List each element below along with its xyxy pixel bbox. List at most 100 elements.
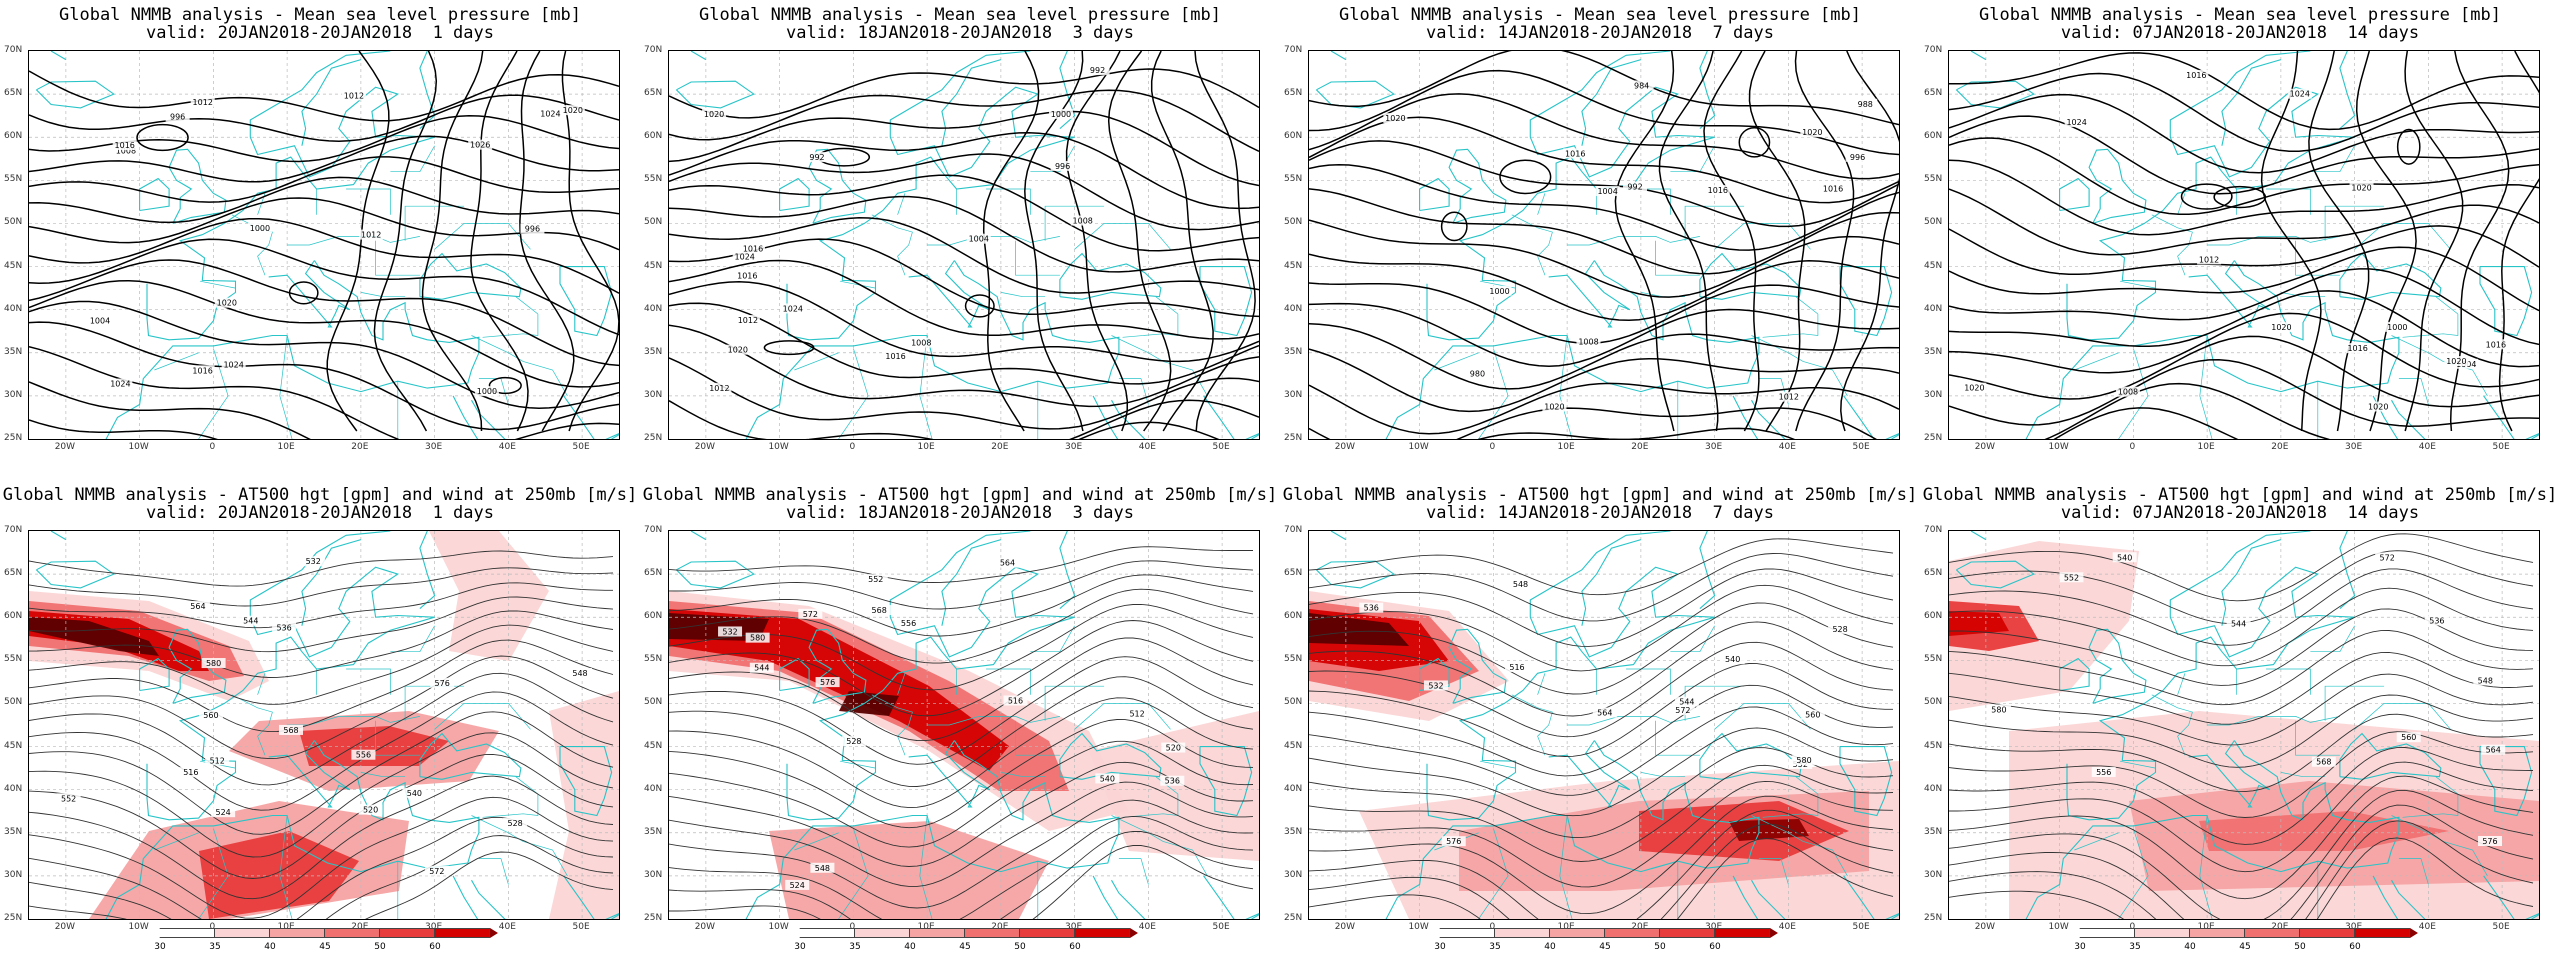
panel-title: Global NMMB analysis - AT500 hgt [gpm] a… [1282, 485, 1918, 505]
colorbar-tick-label: 60 [429, 942, 441, 952]
isobar [1309, 51, 1899, 126]
isobar [1949, 225, 2539, 276]
contour-label-bg [2481, 744, 2506, 755]
isobar [1078, 421, 1220, 439]
contour-label: 1012 [193, 98, 213, 107]
colorbar-tick-label: 30 [2074, 942, 2086, 952]
height-contour [669, 574, 1254, 637]
colorbar-tick-label: 40 [264, 942, 276, 952]
contour-label-bg [815, 677, 840, 688]
contour-label: 1020 [1385, 114, 1405, 123]
coastline [2088, 628, 2147, 704]
height-contour [669, 588, 1254, 664]
contour-label-bg [718, 626, 743, 637]
contour-label: 1012 [738, 316, 758, 325]
height-contour [1949, 630, 2534, 706]
height-contour [29, 610, 614, 678]
country-border [2151, 214, 2193, 276]
contour-label: 512 [210, 756, 225, 765]
longitude-tick-label: 0 [2129, 922, 2136, 932]
panel-valid-period: valid: 14JAN2018-20JAN2018 7 days [1426, 23, 1774, 43]
contour-label: 556 [901, 619, 916, 628]
isobar [1738, 126, 1771, 158]
isobar [1194, 51, 1256, 432]
country-border [2266, 188, 2311, 215]
contour-label: 1020 [563, 106, 583, 115]
country-border [360, 772, 406, 778]
coastline [2483, 395, 2539, 439]
contour-label-bg [301, 556, 326, 567]
contour-label: 536 [2429, 616, 2444, 625]
country-border [1074, 703, 1171, 730]
isobar [1949, 188, 2539, 256]
panel-valid-period: valid: 07JAN2018-20JAN2018 14 days [2060, 23, 2420, 43]
coastline [1385, 260, 1760, 439]
coastline [2339, 732, 2442, 780]
coastline [2221, 539, 2282, 626]
contour-label: 536 [1165, 777, 1180, 786]
country-border [360, 292, 406, 298]
contour-label-bg [1705, 185, 1730, 196]
height-contour [669, 830, 1254, 919]
map-panel-mslp-0: Global NMMB analysis - Mean sea level pr… [0, 0, 640, 480]
coastline [1330, 51, 1347, 61]
panel-title: Global NMMB analysis - AT500 hgt [gpm] a… [1922, 485, 2558, 505]
contour-label: 1024 [223, 360, 243, 369]
longitude-tick-label: 30E [1065, 922, 1083, 932]
country-border [2199, 815, 2213, 919]
colorbar-swatch [324, 928, 380, 938]
longitude-tick-label: 10W [2048, 922, 2069, 932]
coastline [419, 252, 522, 300]
country-border [2207, 716, 2340, 726]
latitude-tick-label: 50N [644, 217, 663, 228]
map-panel-hgt-0: Global NMMB analysis - AT500 hgt [gpm] a… [0, 480, 640, 960]
longitude-tick-label: 10E [277, 442, 295, 452]
contour-label: 996 [170, 113, 185, 122]
contour-label: 1016 [1823, 184, 1843, 193]
contour-label: 1012 [2199, 255, 2219, 264]
contour-label: 572 [1675, 706, 1690, 715]
latitude-tick-label: 70N [1284, 45, 1303, 55]
contour-label-bg [1623, 181, 1648, 192]
contour-label-bg [1383, 113, 1408, 124]
colorbar-swatch [214, 928, 270, 938]
isobar [669, 324, 1259, 408]
coastline [2059, 657, 2090, 692]
contour-label: 548 [2478, 676, 2493, 685]
coastline [1199, 266, 1253, 337]
contour-label-bg [201, 658, 226, 669]
isobar [1949, 312, 2539, 388]
longitude-tick-label: 0 [1489, 442, 1496, 452]
longitude-tick-label: 30E [2345, 922, 2363, 932]
contour-label: 1000 [250, 224, 270, 233]
isobar [1614, 51, 1675, 432]
height-contour [29, 711, 614, 835]
colorbar-tick-label: 60 [2349, 942, 2361, 952]
contour-label-bg [190, 96, 215, 107]
latitude-tick-label: 55N [4, 174, 23, 185]
longitude-tick-label: 10E [2197, 922, 2215, 932]
country-border [1758, 858, 1789, 885]
country-border [794, 352, 839, 371]
contour-label: 1000 [477, 387, 497, 396]
isobar [2498, 51, 2539, 432]
contour-label: 560 [2401, 733, 2416, 742]
contour-label: 516 [1008, 697, 1023, 706]
contour-label: 1012 [361, 231, 381, 240]
contour-label-bg [2345, 343, 2370, 354]
colorbar-tick-label: 45 [959, 942, 971, 952]
isobar [669, 68, 1259, 119]
contour-label: 540 [407, 789, 422, 798]
country-border [2402, 296, 2459, 338]
colorbar-low-arrow [792, 928, 800, 938]
contour-label-bg [2115, 386, 2140, 397]
height-contour [1949, 533, 2534, 602]
country-border [1015, 240, 1060, 276]
coastline [1059, 51, 1076, 130]
longitude-tick-label: 30E [425, 442, 443, 452]
longitude-tick-label: 40E [1138, 922, 1156, 932]
coastline [690, 51, 707, 61]
longitude-tick-label: 20W [54, 922, 76, 932]
longitude-tick-label: 10W [768, 922, 789, 932]
colorbar-low-arrow [1432, 928, 1440, 938]
